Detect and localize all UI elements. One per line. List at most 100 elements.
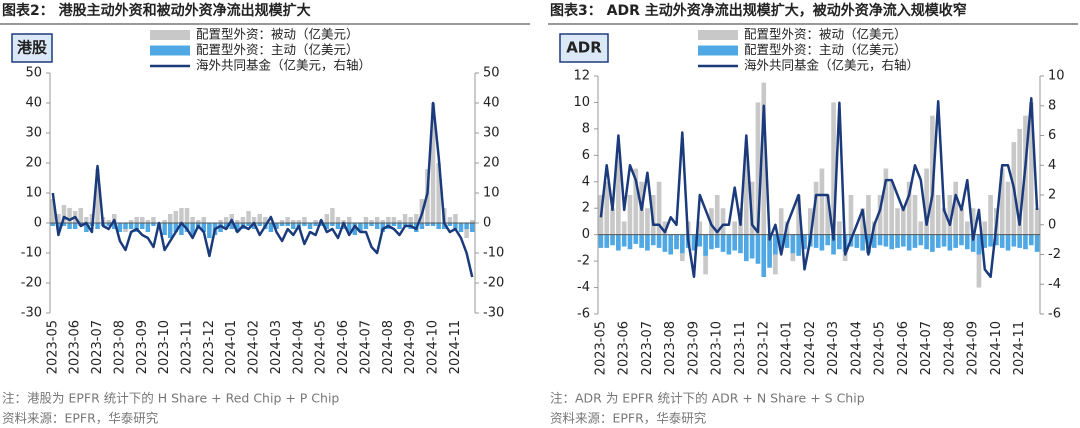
bar (123, 223, 128, 229)
bar (813, 181, 819, 235)
bar (235, 220, 240, 223)
bar (369, 220, 374, 223)
y2-tick-label: 10 (1048, 69, 1065, 84)
legend-label: 海外共同基金（亿美元，右轴） (744, 58, 919, 73)
x-tick-label: 2023-08 (663, 321, 678, 375)
bar (430, 103, 436, 223)
bar (1034, 234, 1040, 252)
bar (313, 223, 318, 226)
bar (201, 217, 207, 223)
x-tick-label: 2023-07 (90, 320, 105, 374)
bar (627, 234, 633, 250)
y2-tick-label: 20 (483, 156, 500, 171)
y-tick-label: 2 (582, 201, 590, 216)
bar (251, 223, 257, 229)
bar (302, 217, 307, 223)
y2-tick-label: -4 (1048, 277, 1061, 292)
bar (982, 234, 988, 248)
bar (720, 234, 726, 252)
bar (616, 234, 621, 251)
bar (229, 214, 234, 223)
bar (363, 223, 369, 229)
bar (453, 214, 458, 223)
y2-tick-label: 0 (483, 216, 491, 231)
bar (296, 220, 302, 223)
bar (291, 223, 296, 229)
bar (732, 234, 737, 251)
bar (167, 214, 173, 223)
x-tick-label: 2023-12 (202, 320, 217, 374)
bar (668, 234, 674, 255)
y-tick-label: 10 (573, 95, 590, 110)
bar (442, 223, 447, 229)
legend-label: 配置型外资：主动（亿美元） (196, 42, 359, 57)
bar (195, 220, 201, 223)
bar (318, 223, 324, 226)
bar (330, 208, 335, 223)
bar (825, 234, 831, 246)
bar (324, 223, 330, 229)
bar (999, 234, 1005, 248)
bar (906, 234, 912, 251)
bar (947, 234, 953, 251)
bar (662, 234, 668, 252)
bar (408, 217, 413, 223)
bar (391, 223, 397, 226)
bar (889, 234, 895, 250)
bar (207, 223, 212, 238)
x-tick-label: 2024-02 (803, 321, 818, 375)
bar (604, 181, 610, 235)
bar (964, 234, 970, 250)
x-tick-label: 2024-03 (269, 320, 284, 374)
bar (1034, 208, 1040, 235)
y-tick-label: 10 (25, 186, 42, 201)
bar (134, 217, 139, 223)
bar (151, 223, 156, 226)
y-tick-label: 40 (25, 96, 42, 111)
bar (386, 217, 391, 223)
bar (988, 195, 993, 235)
bar (84, 223, 89, 232)
bar (866, 195, 871, 235)
x-tick-label: 2023-11 (733, 321, 748, 375)
bar (145, 223, 151, 232)
bar (162, 223, 167, 235)
bar (50, 223, 56, 226)
bar (369, 223, 374, 226)
bar (627, 195, 633, 235)
bar (229, 223, 234, 229)
panel-label: 港股 (17, 39, 48, 57)
legend-label: 配置型外资：被动（亿美元） (196, 27, 359, 42)
y2-tick-label: -2 (1048, 247, 1061, 262)
bar (184, 208, 190, 223)
bar (112, 223, 117, 229)
bar (436, 163, 441, 223)
y-tick-label: -30 (21, 306, 42, 321)
bar (924, 168, 929, 235)
bar (912, 234, 918, 248)
bar (380, 223, 385, 232)
y-tick-label: 0 (34, 216, 42, 231)
bar (374, 223, 380, 229)
bar (179, 208, 184, 223)
bar (145, 220, 151, 223)
bar (639, 234, 644, 248)
bar (604, 234, 610, 248)
legend-label: 配置型外资：被动（亿美元） (744, 27, 907, 42)
x-tick-label: 2024-11 (1012, 321, 1027, 375)
y2-tick-label: 10 (483, 186, 500, 201)
bar (994, 234, 999, 246)
y-tick-label: -10 (21, 246, 42, 261)
x-tick-label: 2024-01 (780, 321, 795, 375)
legend-swatch (150, 30, 190, 40)
y-tick-label: 6 (582, 148, 590, 163)
bar (112, 214, 117, 223)
x-tick-label: 2024-02 (247, 320, 262, 374)
bar (831, 234, 836, 255)
bar (866, 234, 871, 254)
bar (953, 234, 958, 248)
x-tick-label: 2024-07 (919, 321, 934, 375)
x-tick-label: 2024-01 (224, 320, 239, 374)
bar (662, 221, 668, 235)
